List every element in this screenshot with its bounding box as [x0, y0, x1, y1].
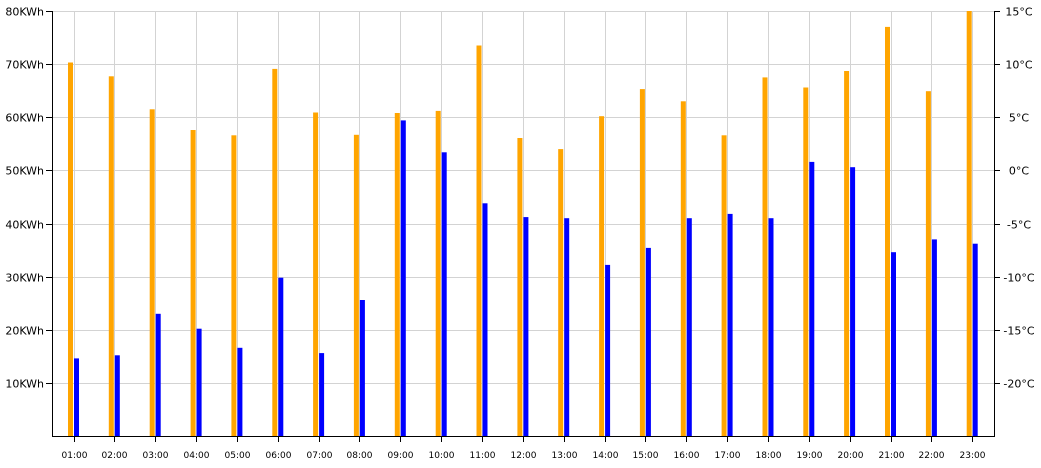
right-axis-tick-label: -5°C	[1007, 219, 1031, 232]
temperature-bar	[359, 300, 365, 436]
energy-bar	[394, 113, 400, 436]
left-axis-tick-label: 30KWh	[5, 272, 44, 285]
x-axis-tick-label: 05:00	[225, 451, 251, 461]
right-axis-tick-label: -15°C	[1003, 325, 1034, 338]
temperature-bar	[809, 161, 815, 436]
left-axis-tick-label: 50KWh	[5, 165, 44, 178]
left-axis-tick-label: 40KWh	[5, 219, 44, 232]
x-axis-tick-label: 18:00	[756, 451, 782, 461]
temperature-bar	[686, 218, 692, 436]
x-axis-tick-label: 03:00	[143, 451, 169, 461]
x-axis-tick-label: 13:00	[552, 451, 578, 461]
energy-bar	[108, 76, 114, 437]
temperature-bar	[564, 218, 570, 436]
temperature-bar	[482, 203, 488, 436]
energy-bar	[885, 26, 890, 437]
right-axis-tick-label: 10°C	[1005, 59, 1032, 72]
energy-bar	[762, 77, 768, 437]
temperature-bar	[523, 217, 529, 436]
left-axis-tick-label: 80KWh	[5, 6, 44, 19]
energy-bar	[966, 11, 972, 436]
temperature-bar	[155, 313, 161, 436]
energy-bar	[149, 109, 155, 437]
left-axis-tick-label: 20KWh	[5, 325, 44, 338]
x-axis-tick-label: 20:00	[838, 451, 864, 461]
energy-bar	[353, 134, 359, 437]
right-axis-tick-label: -20°C	[1003, 378, 1034, 391]
right-axis-tick-label: 5°C	[1009, 112, 1029, 125]
energy-bar	[558, 149, 564, 436]
temperature-bar	[74, 358, 79, 436]
energy-bar	[517, 138, 523, 436]
x-axis-tick-label: 17:00	[715, 451, 741, 461]
x-axis-tick-label: 06:00	[266, 451, 292, 461]
x-axis-tick-label: 07:00	[307, 451, 333, 461]
temperature-bar	[850, 167, 856, 436]
energy-bar	[925, 91, 931, 436]
x-axis-tick-label: 14:00	[593, 451, 619, 461]
temperature-bar	[278, 277, 284, 436]
temperature-bar	[319, 353, 325, 436]
x-axis-tick-label: 04:00	[184, 451, 210, 461]
energy-bar	[68, 62, 73, 436]
temperature-bar	[441, 152, 447, 437]
energy-bar	[599, 116, 605, 436]
energy-bar	[803, 87, 809, 436]
x-axis-tick-label: 09:00	[388, 451, 414, 461]
energy-bar	[721, 135, 727, 437]
energy-bar	[272, 68, 278, 437]
x-axis-tick-label: 21:00	[879, 451, 905, 461]
x-axis-tick-label: 15:00	[633, 451, 659, 461]
temperature-bar	[400, 120, 406, 437]
temperature-bar	[605, 264, 611, 436]
energy-bar	[639, 89, 645, 436]
axis-layer: 10KWh 20KWh 30KWh 40KWh 50KWh 60KWh 70KWh 80KWh…	[5, 6, 1035, 462]
energy-bar	[476, 45, 482, 436]
x-axis-tick-label: 16:00	[674, 451, 700, 461]
right-axis-tick-label: 15°C	[1005, 6, 1032, 19]
bar-layer	[68, 11, 978, 437]
right-axis-tick-label: 0°C	[1009, 165, 1029, 178]
temperature-bar	[891, 252, 896, 436]
x-axis-tick-label: 23:00	[960, 451, 986, 461]
x-axis-tick-label: 12:00	[511, 451, 537, 461]
x-axis-tick-label: 02:00	[102, 451, 128, 461]
energy-bar	[190, 130, 196, 436]
temperature-bar	[196, 328, 202, 436]
x-axis-tick-label: 08:00	[347, 451, 373, 461]
temperature-bar	[727, 213, 733, 436]
energy-bar	[680, 101, 686, 437]
x-axis-tick-label: 22:00	[919, 451, 945, 461]
energy-bar	[313, 112, 319, 436]
temperature-bar	[972, 243, 978, 436]
temperature-bar	[114, 355, 120, 437]
left-axis-tick-label: 10KWh	[5, 378, 44, 391]
left-axis-tick-label: 70KWh	[5, 59, 44, 72]
x-axis-tick-label: 11:00	[470, 451, 496, 461]
energy-bar	[844, 71, 850, 436]
energy-bar	[231, 135, 237, 437]
left-axis-tick-label: 60KWh	[5, 112, 44, 125]
right-axis-tick-label: -10°C	[1003, 272, 1034, 285]
temperature-bar	[768, 218, 774, 436]
temperature-bar	[931, 239, 937, 436]
temperature-bar	[645, 247, 651, 436]
x-axis-tick-label: 19:00	[797, 451, 823, 461]
energy-bar	[435, 110, 441, 437]
x-axis-tick-label: 10:00	[429, 451, 455, 461]
x-axis-tick-label: 01:00	[62, 451, 88, 461]
temperature-bar	[237, 347, 243, 436]
